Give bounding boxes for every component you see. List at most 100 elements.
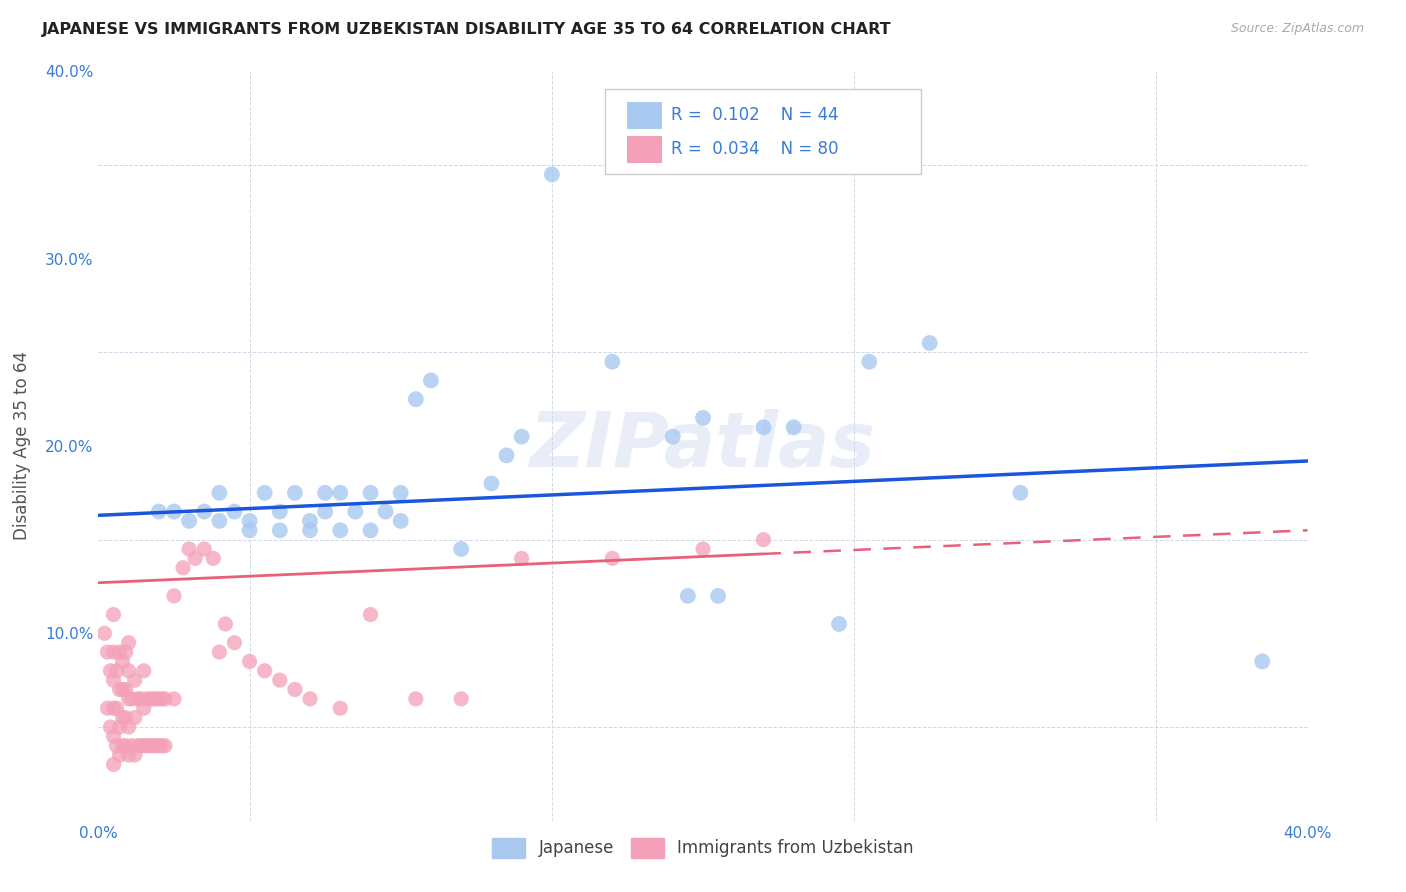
Point xyxy=(100,664,122,678)
Point xyxy=(284,682,307,697)
Point xyxy=(661,430,683,444)
Point xyxy=(111,682,134,697)
Point xyxy=(139,692,162,706)
Point xyxy=(114,739,136,753)
Point xyxy=(129,692,152,706)
Point xyxy=(208,486,231,500)
Point xyxy=(96,701,118,715)
Point xyxy=(124,710,146,724)
Point xyxy=(510,551,533,566)
Point xyxy=(202,551,225,566)
Point xyxy=(481,476,503,491)
Point xyxy=(214,617,236,632)
Text: R =  0.034    N = 80: R = 0.034 N = 80 xyxy=(671,140,838,158)
Text: JAPANESE VS IMMIGRANTS FROM UZBEKISTAN DISABILITY AGE 35 TO 64 CORRELATION CHART: JAPANESE VS IMMIGRANTS FROM UZBEKISTAN D… xyxy=(42,22,891,37)
Point xyxy=(269,505,291,519)
Point xyxy=(269,524,291,538)
Point xyxy=(602,551,624,566)
Point xyxy=(360,486,382,500)
Point xyxy=(224,505,246,519)
Legend: Japanese, Immigrants from Uzbekistan: Japanese, Immigrants from Uzbekistan xyxy=(485,831,921,864)
Point xyxy=(132,701,155,715)
Point xyxy=(495,449,517,463)
Point xyxy=(114,710,136,724)
Point xyxy=(118,692,141,706)
Point xyxy=(105,664,128,678)
Point xyxy=(148,505,170,519)
Point xyxy=(208,514,231,528)
Point xyxy=(150,739,173,753)
Point xyxy=(108,645,131,659)
Point xyxy=(105,701,128,715)
Point xyxy=(108,682,131,697)
Point xyxy=(114,682,136,697)
Point xyxy=(314,486,336,500)
Point xyxy=(253,486,276,500)
Point xyxy=(783,420,806,434)
Text: Source: ZipAtlas.com: Source: ZipAtlas.com xyxy=(1230,22,1364,36)
Point xyxy=(405,692,427,706)
Point xyxy=(193,542,215,557)
Point xyxy=(184,551,207,566)
Point xyxy=(676,589,699,603)
Point xyxy=(108,747,131,762)
Point xyxy=(172,561,194,575)
Point xyxy=(329,486,352,500)
Point xyxy=(121,739,143,753)
Text: ZIPatlas: ZIPatlas xyxy=(530,409,876,483)
Point xyxy=(239,524,262,538)
Point xyxy=(108,720,131,734)
Point xyxy=(114,645,136,659)
Point xyxy=(918,336,941,351)
Point xyxy=(360,607,382,622)
Point xyxy=(105,739,128,753)
Point xyxy=(389,486,412,500)
Point xyxy=(314,505,336,519)
Point xyxy=(828,617,851,632)
Point xyxy=(179,514,201,528)
Point xyxy=(224,635,246,649)
Point xyxy=(299,514,322,528)
Point xyxy=(405,392,427,407)
Point xyxy=(135,692,157,706)
Point xyxy=(1251,655,1274,669)
Point xyxy=(139,739,162,753)
Point xyxy=(1010,486,1032,500)
Point xyxy=(124,747,146,762)
Point xyxy=(145,739,167,753)
Point xyxy=(389,514,412,528)
Point xyxy=(707,589,730,603)
Point xyxy=(103,607,125,622)
Point xyxy=(132,739,155,753)
Point xyxy=(540,168,562,182)
Point xyxy=(193,505,215,519)
Point xyxy=(127,739,149,753)
Point xyxy=(208,645,231,659)
Point xyxy=(239,514,262,528)
Point xyxy=(111,739,134,753)
Point xyxy=(163,505,186,519)
Point xyxy=(111,710,134,724)
Point xyxy=(103,645,125,659)
Point xyxy=(284,486,307,500)
Point xyxy=(374,505,396,519)
Point xyxy=(510,430,533,444)
Point xyxy=(129,739,152,753)
Point xyxy=(127,692,149,706)
Point xyxy=(752,420,775,434)
Point xyxy=(153,739,176,753)
Point xyxy=(124,673,146,688)
Text: R =  0.102    N = 44: R = 0.102 N = 44 xyxy=(671,106,838,124)
Point xyxy=(148,692,170,706)
Point xyxy=(692,411,714,425)
Point xyxy=(142,739,165,753)
Point xyxy=(145,692,167,706)
Point xyxy=(100,720,122,734)
Point xyxy=(420,374,443,388)
Point xyxy=(692,542,714,557)
Point xyxy=(103,757,125,772)
Point xyxy=(163,692,186,706)
Point xyxy=(344,505,367,519)
Point xyxy=(360,524,382,538)
Point xyxy=(269,673,291,688)
